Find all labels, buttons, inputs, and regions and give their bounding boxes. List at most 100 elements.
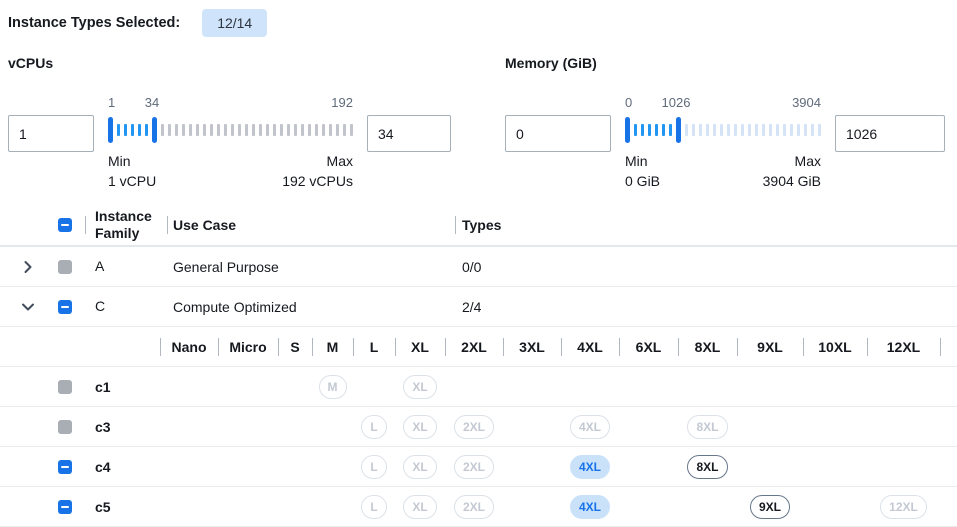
slider-tick bbox=[706, 124, 709, 136]
slider-handle-low[interactable] bbox=[625, 117, 630, 143]
size-column-header-nano: Nano bbox=[160, 327, 218, 366]
vcpu-min-detail: 1 vCPU bbox=[108, 173, 157, 189]
slider-tick bbox=[797, 124, 800, 136]
slider-max-value-label: 3904 bbox=[792, 95, 821, 110]
slider-tick bbox=[804, 124, 807, 136]
slider-tick bbox=[811, 124, 814, 136]
slider-handle-low[interactable] bbox=[108, 117, 113, 143]
slider-tick bbox=[634, 124, 637, 136]
instance-row-c5: c5 L XL 2XL 4XL 9XL 12XL bbox=[0, 487, 957, 527]
slider-tick bbox=[238, 124, 241, 136]
size-pill-c4-4xl[interactable]: 4XL bbox=[569, 454, 610, 479]
expand-chevron-icon[interactable] bbox=[20, 259, 36, 275]
instance-row-gutter: c3 bbox=[0, 419, 160, 435]
selected-count-badge: 12/14 bbox=[202, 9, 268, 37]
slider-tick bbox=[175, 124, 178, 136]
select-all-checkbox[interactable] bbox=[58, 218, 72, 232]
size-pill-c4-2xl: 2XL bbox=[453, 454, 494, 479]
instance-row-checkbox[interactable] bbox=[58, 459, 72, 474]
vcpu-min-caption: Min bbox=[108, 153, 131, 169]
column-header-types: Types bbox=[462, 217, 502, 233]
slider-handle-high[interactable] bbox=[152, 117, 157, 143]
slider-tick bbox=[138, 124, 141, 136]
size-pill-c5-l: L bbox=[361, 494, 387, 519]
size-header-end-divider bbox=[940, 327, 952, 366]
size-pill-c3-8xl: 8XL bbox=[687, 414, 728, 439]
slider-tick bbox=[308, 124, 311, 136]
slider-tick bbox=[350, 124, 353, 136]
size-column-header-6xl: 6XL bbox=[619, 327, 678, 366]
vcpu-max-input[interactable] bbox=[367, 115, 451, 152]
vcpu-slider-labels: 1 34 192 bbox=[108, 95, 353, 113]
size-column-header-4xl: 4XL bbox=[561, 327, 619, 366]
slider-tick bbox=[720, 124, 723, 136]
slider-tick bbox=[245, 124, 248, 136]
instance-row-checkbox[interactable] bbox=[58, 499, 72, 514]
filters-row: vCPUs 1 34 192 Min 1 vCPU Max 192 vCPUs bbox=[0, 55, 957, 191]
slider-low-value-label: 0 bbox=[625, 95, 633, 110]
slider-tick bbox=[231, 124, 234, 136]
slider-tick bbox=[145, 124, 148, 136]
table-header-row: Instance Family Use Case Types bbox=[0, 205, 957, 247]
slider-tick bbox=[699, 124, 702, 136]
memory-min-input[interactable] bbox=[505, 115, 611, 152]
slider-tick bbox=[322, 124, 325, 136]
slider-tick bbox=[280, 124, 283, 136]
instance-row-c1: c1 M XL bbox=[0, 367, 957, 407]
slider-tick bbox=[117, 124, 120, 136]
instance-row-gutter: c5 bbox=[0, 499, 160, 515]
slider-tick bbox=[203, 124, 206, 136]
vcpu-filter: vCPUs 1 34 192 Min 1 vCPU Max 192 vCPUs bbox=[8, 55, 451, 191]
size-pill-c4-8xl[interactable]: 8XL bbox=[687, 454, 728, 479]
slider-tick bbox=[343, 124, 346, 136]
size-column-header-l: L bbox=[353, 327, 395, 366]
slider-tick bbox=[217, 124, 220, 136]
memory-filter-title: Memory (GiB) bbox=[505, 55, 597, 71]
slider-tick bbox=[734, 124, 737, 136]
slider-tick bbox=[669, 124, 672, 136]
slider-tick bbox=[252, 124, 255, 136]
slider-tick bbox=[336, 124, 339, 136]
slider-handle-high[interactable] bbox=[676, 117, 681, 143]
memory-filter: Memory (GiB) 0 1026 3904 Min 0 GiB Max 390… bbox=[505, 55, 945, 191]
size-column-header-xl: XL bbox=[395, 327, 445, 366]
slider-low-value-label: 1 bbox=[108, 95, 116, 110]
size-pill-c3-4xl: 4XL bbox=[569, 414, 610, 439]
column-header-use-case: Use Case bbox=[173, 217, 237, 233]
slider-tick bbox=[769, 124, 772, 136]
instance-name: c1 bbox=[95, 378, 111, 395]
memory-slider-track bbox=[625, 113, 821, 147]
slider-tick bbox=[662, 124, 665, 136]
instance-row-gutter: c1 bbox=[0, 379, 160, 395]
size-column-header-3xl: 3XL bbox=[503, 327, 561, 366]
instance-family-table: Instance Family Use Case Types A General… bbox=[0, 205, 957, 527]
size-pill-c5-9xl[interactable]: 9XL bbox=[749, 494, 790, 519]
size-column-header-micro: Micro bbox=[218, 327, 278, 366]
vcpu-max-detail: 192 vCPUs bbox=[282, 173, 353, 189]
instance-row-gutter: c4 bbox=[0, 459, 160, 475]
memory-max-input[interactable] bbox=[835, 115, 945, 152]
memory-min-caption: Min bbox=[625, 153, 648, 169]
slider-tick bbox=[287, 124, 290, 136]
memory-slider-labels: 0 1026 3904 bbox=[625, 95, 821, 113]
slider-tick bbox=[713, 124, 716, 136]
slider-tick bbox=[301, 124, 304, 136]
slider-tick bbox=[168, 124, 171, 136]
family-use-case: General Purpose bbox=[173, 258, 279, 275]
size-pill-c5-4xl[interactable]: 4XL bbox=[569, 494, 610, 519]
collapse-chevron-icon[interactable] bbox=[20, 299, 36, 315]
row-checkbox[interactable] bbox=[58, 299, 72, 314]
instance-type-selector-panel: Instance Types Selected: 12/14 vCPUs 1 34… bbox=[0, 0, 957, 510]
vcpu-max-caption: Max bbox=[326, 153, 353, 169]
slider-tick bbox=[655, 124, 658, 136]
memory-range-slider[interactable]: 0 1026 3904 Min 0 GiB Max 3904 GiB bbox=[625, 95, 821, 191]
selected-count-label: Instance Types Selected: bbox=[8, 15, 181, 31]
vcpu-range-slider[interactable]: 1 34 192 Min 1 vCPU Max 192 vCPUs bbox=[108, 95, 353, 191]
size-pill-c4-xl: XL bbox=[403, 454, 437, 479]
vcpu-min-input[interactable] bbox=[8, 115, 94, 152]
memory-max-detail: 3904 GiB bbox=[762, 173, 821, 189]
slider-tick bbox=[741, 124, 744, 136]
slider-tick bbox=[783, 124, 786, 136]
slider-max-value-label: 192 bbox=[331, 95, 353, 110]
column-divider bbox=[167, 216, 168, 234]
